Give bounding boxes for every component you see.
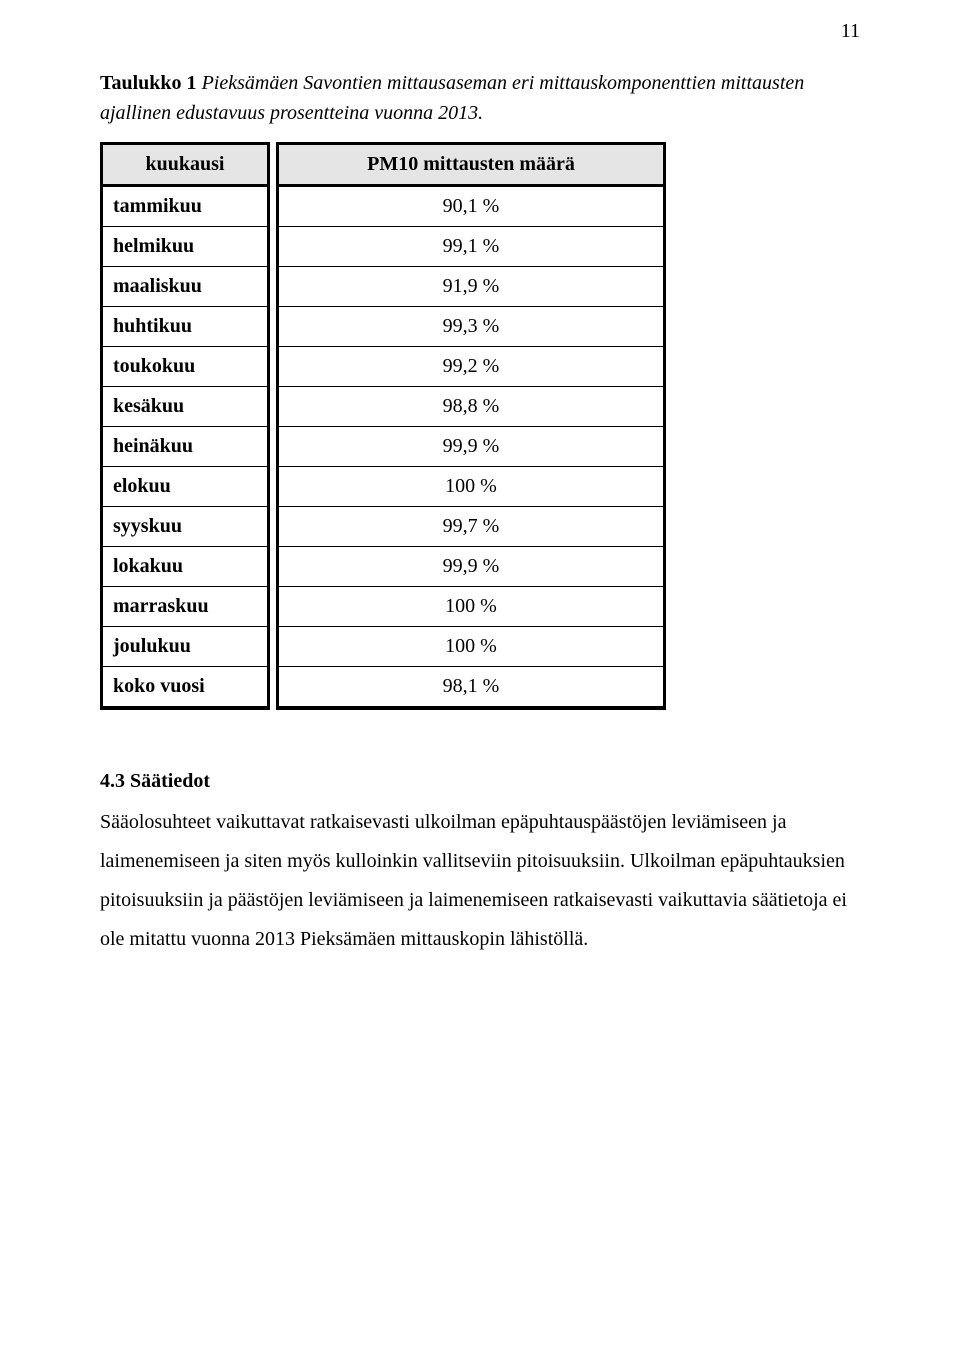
body-paragraph: Sääolosuhteet vaikuttavat ratkaisevasti … <box>100 803 860 959</box>
section-title: 4.3 Säätiedot <box>100 770 860 793</box>
table-row-value: 90,1 % <box>279 186 663 227</box>
table-row-value: 98,8 % <box>279 387 663 427</box>
table-row-label: tammikuu <box>103 186 267 227</box>
table-header-value: PM10 mittausten määrä <box>276 142 666 187</box>
table-row-value: 99,7 % <box>279 507 663 547</box>
table-row-value: 99,1 % <box>279 227 663 267</box>
table-row-label: huhtikuu <box>103 307 267 347</box>
table-row-label: elokuu <box>103 467 267 507</box>
table-row-value: 100 % <box>279 587 663 627</box>
table-row-label: kesäkuu <box>103 387 267 427</box>
table-column-value: PM10 mittausten määrä 90,1 % 99,1 % 91,9… <box>276 142 666 710</box>
caption-label: Taulukko 1 <box>100 72 197 94</box>
table-row-value: 99,9 % <box>279 547 663 587</box>
data-table: kuukausi tammikuu helmikuu maaliskuu huh… <box>100 142 860 710</box>
table-row-label: syyskuu <box>103 507 267 547</box>
table-row-label: heinäkuu <box>103 427 267 467</box>
table-header-month: kuukausi <box>100 142 270 187</box>
page: 11 Taulukko 1 Pieksämäen Savontien mitta… <box>0 0 960 1348</box>
table-row-value: 100 % <box>279 467 663 507</box>
page-number: 11 <box>841 20 860 43</box>
table-row-label: lokakuu <box>103 547 267 587</box>
table-body-month: tammikuu helmikuu maaliskuu huhtikuu tou… <box>100 186 270 710</box>
table-row-label: joulukuu <box>103 627 267 667</box>
table-row-label: marraskuu <box>103 587 267 627</box>
table-row-value: 99,3 % <box>279 307 663 347</box>
table-row-label: toukokuu <box>103 347 267 387</box>
table-row-value: 91,9 % <box>279 267 663 307</box>
table-body-value: 90,1 % 99,1 % 91,9 % 99,3 % 99,2 % 98,8 … <box>276 186 666 710</box>
table-row-value: 99,9 % <box>279 427 663 467</box>
table-row-label: koko vuosi <box>103 667 267 707</box>
table-caption: Taulukko 1 Pieksämäen Savontien mittausa… <box>100 68 860 128</box>
table-row-value: 99,2 % <box>279 347 663 387</box>
table-column-month: kuukausi tammikuu helmikuu maaliskuu huh… <box>100 142 270 710</box>
table-row-value: 98,1 % <box>279 667 663 707</box>
table-row-label: helmikuu <box>103 227 267 267</box>
caption-text: Pieksämäen Savontien mittausaseman eri m… <box>100 72 804 124</box>
table-row-value: 100 % <box>279 627 663 667</box>
table-row-label: maaliskuu <box>103 267 267 307</box>
